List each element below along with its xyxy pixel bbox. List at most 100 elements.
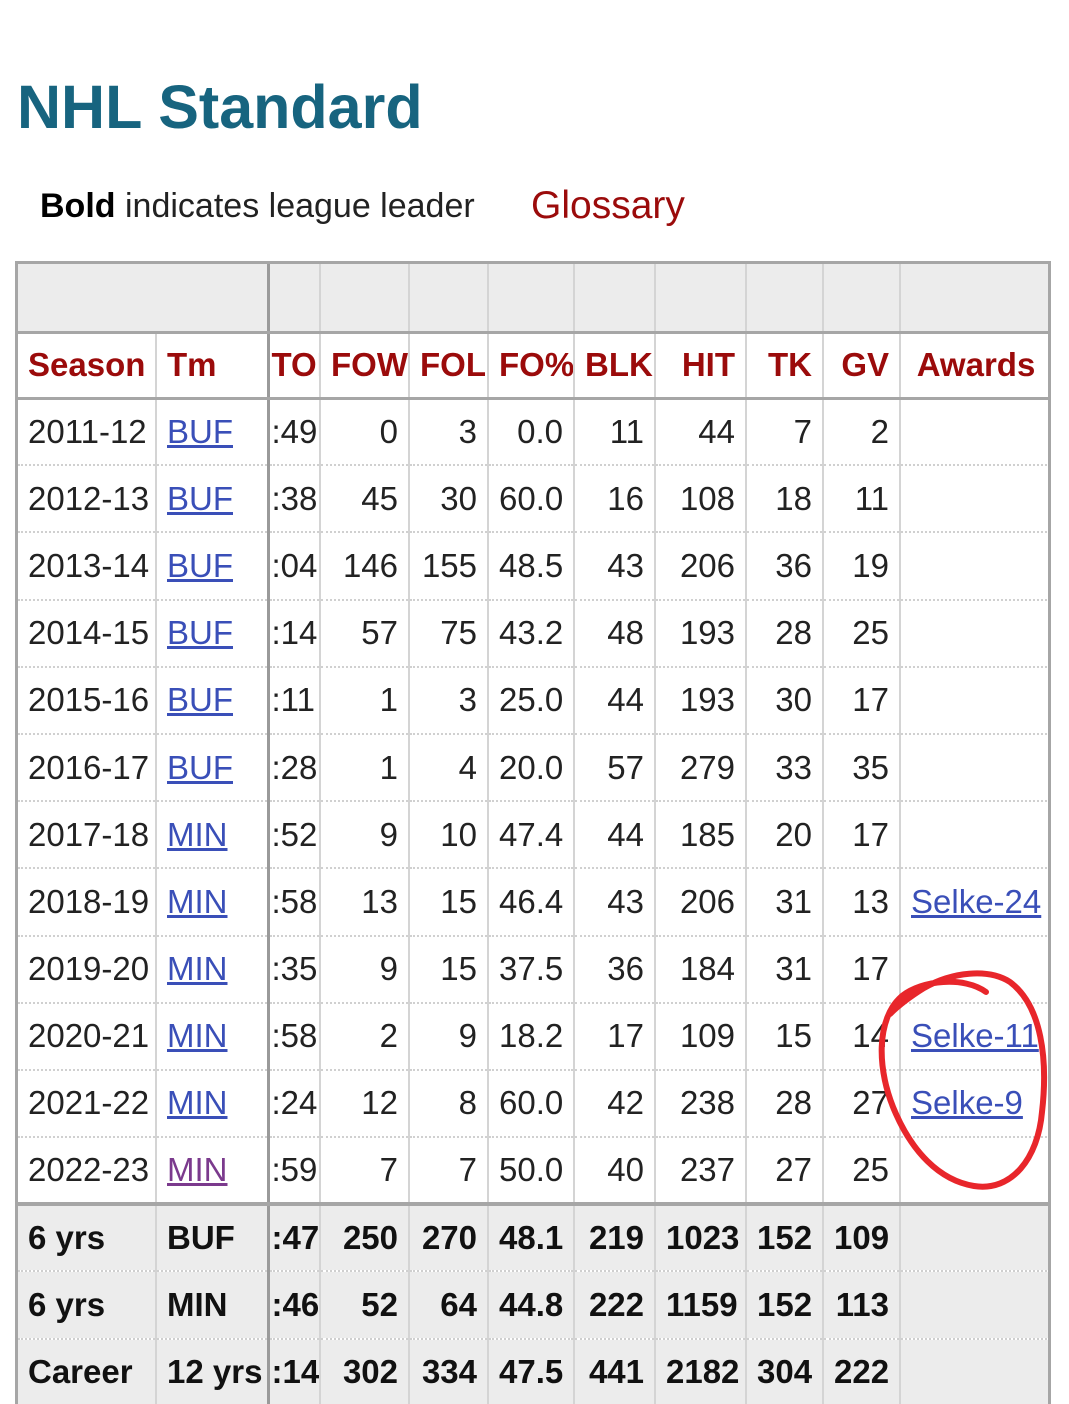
team-link[interactable]: BUF	[167, 614, 233, 652]
team-link[interactable]: BUF	[167, 681, 233, 719]
fo-pct-cell: 43.2	[487, 599, 574, 668]
awards-cell	[899, 1338, 1048, 1404]
tk-cell: 28	[745, 599, 823, 668]
team-link[interactable]: MIN	[167, 1017, 228, 1055]
team-cell: 12 yrs	[155, 1338, 268, 1404]
team-cell: MIN	[155, 801, 268, 870]
toi-cell: :14	[266, 599, 320, 668]
awards-cell	[899, 599, 1048, 668]
column-header-hit[interactable]: HIT	[654, 332, 746, 400]
fow-cell: 1	[319, 666, 409, 735]
toi-cell: :28	[266, 733, 320, 803]
fol-cell: 30	[408, 465, 488, 534]
fo-pct-cell: 48.5	[487, 532, 574, 601]
blk-cell: 16	[573, 465, 655, 534]
fol-cell: 15	[408, 935, 488, 1004]
award-link[interactable]: Selke-11	[911, 1017, 1039, 1055]
team-link[interactable]: BUF	[167, 748, 233, 786]
season-cell: 6 yrs	[18, 1271, 156, 1340]
fow-cell: 13	[319, 868, 409, 937]
tk-cell: 15	[745, 1002, 823, 1071]
over-header-cell	[654, 264, 746, 334]
team-cell: BUF	[155, 733, 268, 803]
table-row: 2021-22 MIN:24 12 8 60.0 42 238 28 27 Selke-9	[18, 1069, 1048, 1139]
tk-cell: 20	[745, 801, 823, 870]
page-title: NHL Standard	[17, 73, 423, 141]
fo-pct-cell: 60.0	[487, 1069, 574, 1139]
hit-cell: 109	[654, 1002, 746, 1071]
team-cell: BUF	[155, 398, 268, 467]
column-header-team[interactable]: Tm	[155, 332, 268, 400]
totals-row: 6 yrs BUF:47 250 270 48.1 219 1023 152 109	[18, 1202, 1048, 1273]
tk-cell: 18	[745, 465, 823, 534]
column-header-blk[interactable]: BLK	[573, 332, 655, 400]
award-link[interactable]: Selke-24	[911, 882, 1042, 920]
team-link[interactable]: MIN	[167, 1151, 228, 1189]
column-header-fo-pct[interactable]: FO%	[487, 332, 574, 400]
awards-cell: Selke-24	[899, 868, 1048, 937]
table-row: 2018-19 MIN:58 13 15 46.4 43 206 31 13 Selke-24	[18, 868, 1048, 937]
fol-cell: 15	[408, 868, 488, 937]
table-row: 2012-13 BUF:38 45 30 60.0 16 108 18 11	[18, 465, 1048, 534]
column-header-toi[interactable]: TOI	[266, 332, 320, 400]
awards-cell: Selke-11	[899, 1002, 1048, 1071]
tk-cell: 304	[745, 1338, 823, 1404]
toi-cell: :11	[266, 666, 320, 735]
table-row: 2019-20 MIN:35 9 15 37.5 36 184 31 17	[18, 935, 1048, 1004]
team-cell: BUF	[155, 532, 268, 601]
team-link[interactable]: BUF	[167, 546, 233, 584]
tk-cell: 27	[745, 1137, 823, 1206]
fol-cell: 270	[408, 1202, 488, 1273]
season-cell: 2014-15	[18, 599, 156, 668]
team-cell: BUF	[155, 465, 268, 534]
blk-cell: 42	[573, 1069, 655, 1139]
team-link[interactable]: MIN	[167, 1084, 228, 1122]
fo-pct-cell: 46.4	[487, 868, 574, 937]
season-cell: 2012-13	[18, 465, 156, 534]
glossary-link[interactable]: Glossary	[531, 184, 685, 227]
season-cell: 2021-22	[18, 1069, 156, 1139]
hit-cell: 193	[654, 599, 746, 668]
column-header-season[interactable]: Season	[18, 332, 156, 400]
fow-cell: 57	[319, 599, 409, 668]
column-header-fow[interactable]: FOW	[319, 332, 409, 400]
team-link[interactable]: MIN	[167, 815, 228, 853]
over-header-row	[18, 264, 1048, 334]
column-header-gv[interactable]: GV	[822, 332, 900, 400]
column-header-row: Season Tm TOI FOW FOL FO% BLK HIT TK GV …	[18, 332, 1048, 400]
fo-pct-cell: 0.0	[487, 398, 574, 467]
tk-cell: 28	[745, 1069, 823, 1139]
tk-cell: 30	[745, 666, 823, 735]
column-header-awards[interactable]: Awards	[899, 332, 1048, 400]
fo-pct-cell: 18.2	[487, 1002, 574, 1071]
season-cell: 2020-21	[18, 1002, 156, 1071]
team-link[interactable]: BUF	[167, 412, 233, 450]
fo-pct-cell: 60.0	[487, 465, 574, 534]
toi-cell: :38	[266, 465, 320, 534]
stats-table-scroll[interactable]: Season Tm TOI FOW FOL FO% BLK HIT TK GV …	[15, 261, 1051, 1404]
table-row: 2011-12 BUF:49 0 3 0.0 11 44 7 2	[18, 398, 1048, 467]
award-link[interactable]: Selke-9	[911, 1084, 1023, 1122]
column-header-tk[interactable]: TK	[745, 332, 823, 400]
over-header-cell	[822, 264, 900, 334]
blk-cell: 43	[573, 532, 655, 601]
gv-cell: 17	[822, 801, 900, 870]
over-header-cell	[487, 264, 574, 334]
fol-cell: 155	[408, 532, 488, 601]
fow-cell: 2	[319, 1002, 409, 1071]
gv-cell: 25	[822, 599, 900, 668]
tk-cell: 7	[745, 398, 823, 467]
team-link[interactable]: BUF	[167, 479, 233, 517]
team-link[interactable]: MIN	[167, 950, 228, 988]
season-cell: 2015-16	[18, 666, 156, 735]
season-cell: 2018-19	[18, 868, 156, 937]
table-row: 2013-14 BUF:04 146 155 48.5 43 206 36 19	[18, 532, 1048, 601]
team-link[interactable]: MIN	[167, 882, 228, 920]
column-header-fol[interactable]: FOL	[408, 332, 488, 400]
gv-cell: 11	[822, 465, 900, 534]
toi-cell: :24	[266, 1069, 320, 1139]
table-row: 2014-15 BUF:14 57 75 43.2 48 193 28 25	[18, 599, 1048, 668]
table-row: 2016-17 BUF:28 1 4 20.0 57 279 33 35	[18, 733, 1048, 803]
fow-cell: 146	[319, 532, 409, 601]
